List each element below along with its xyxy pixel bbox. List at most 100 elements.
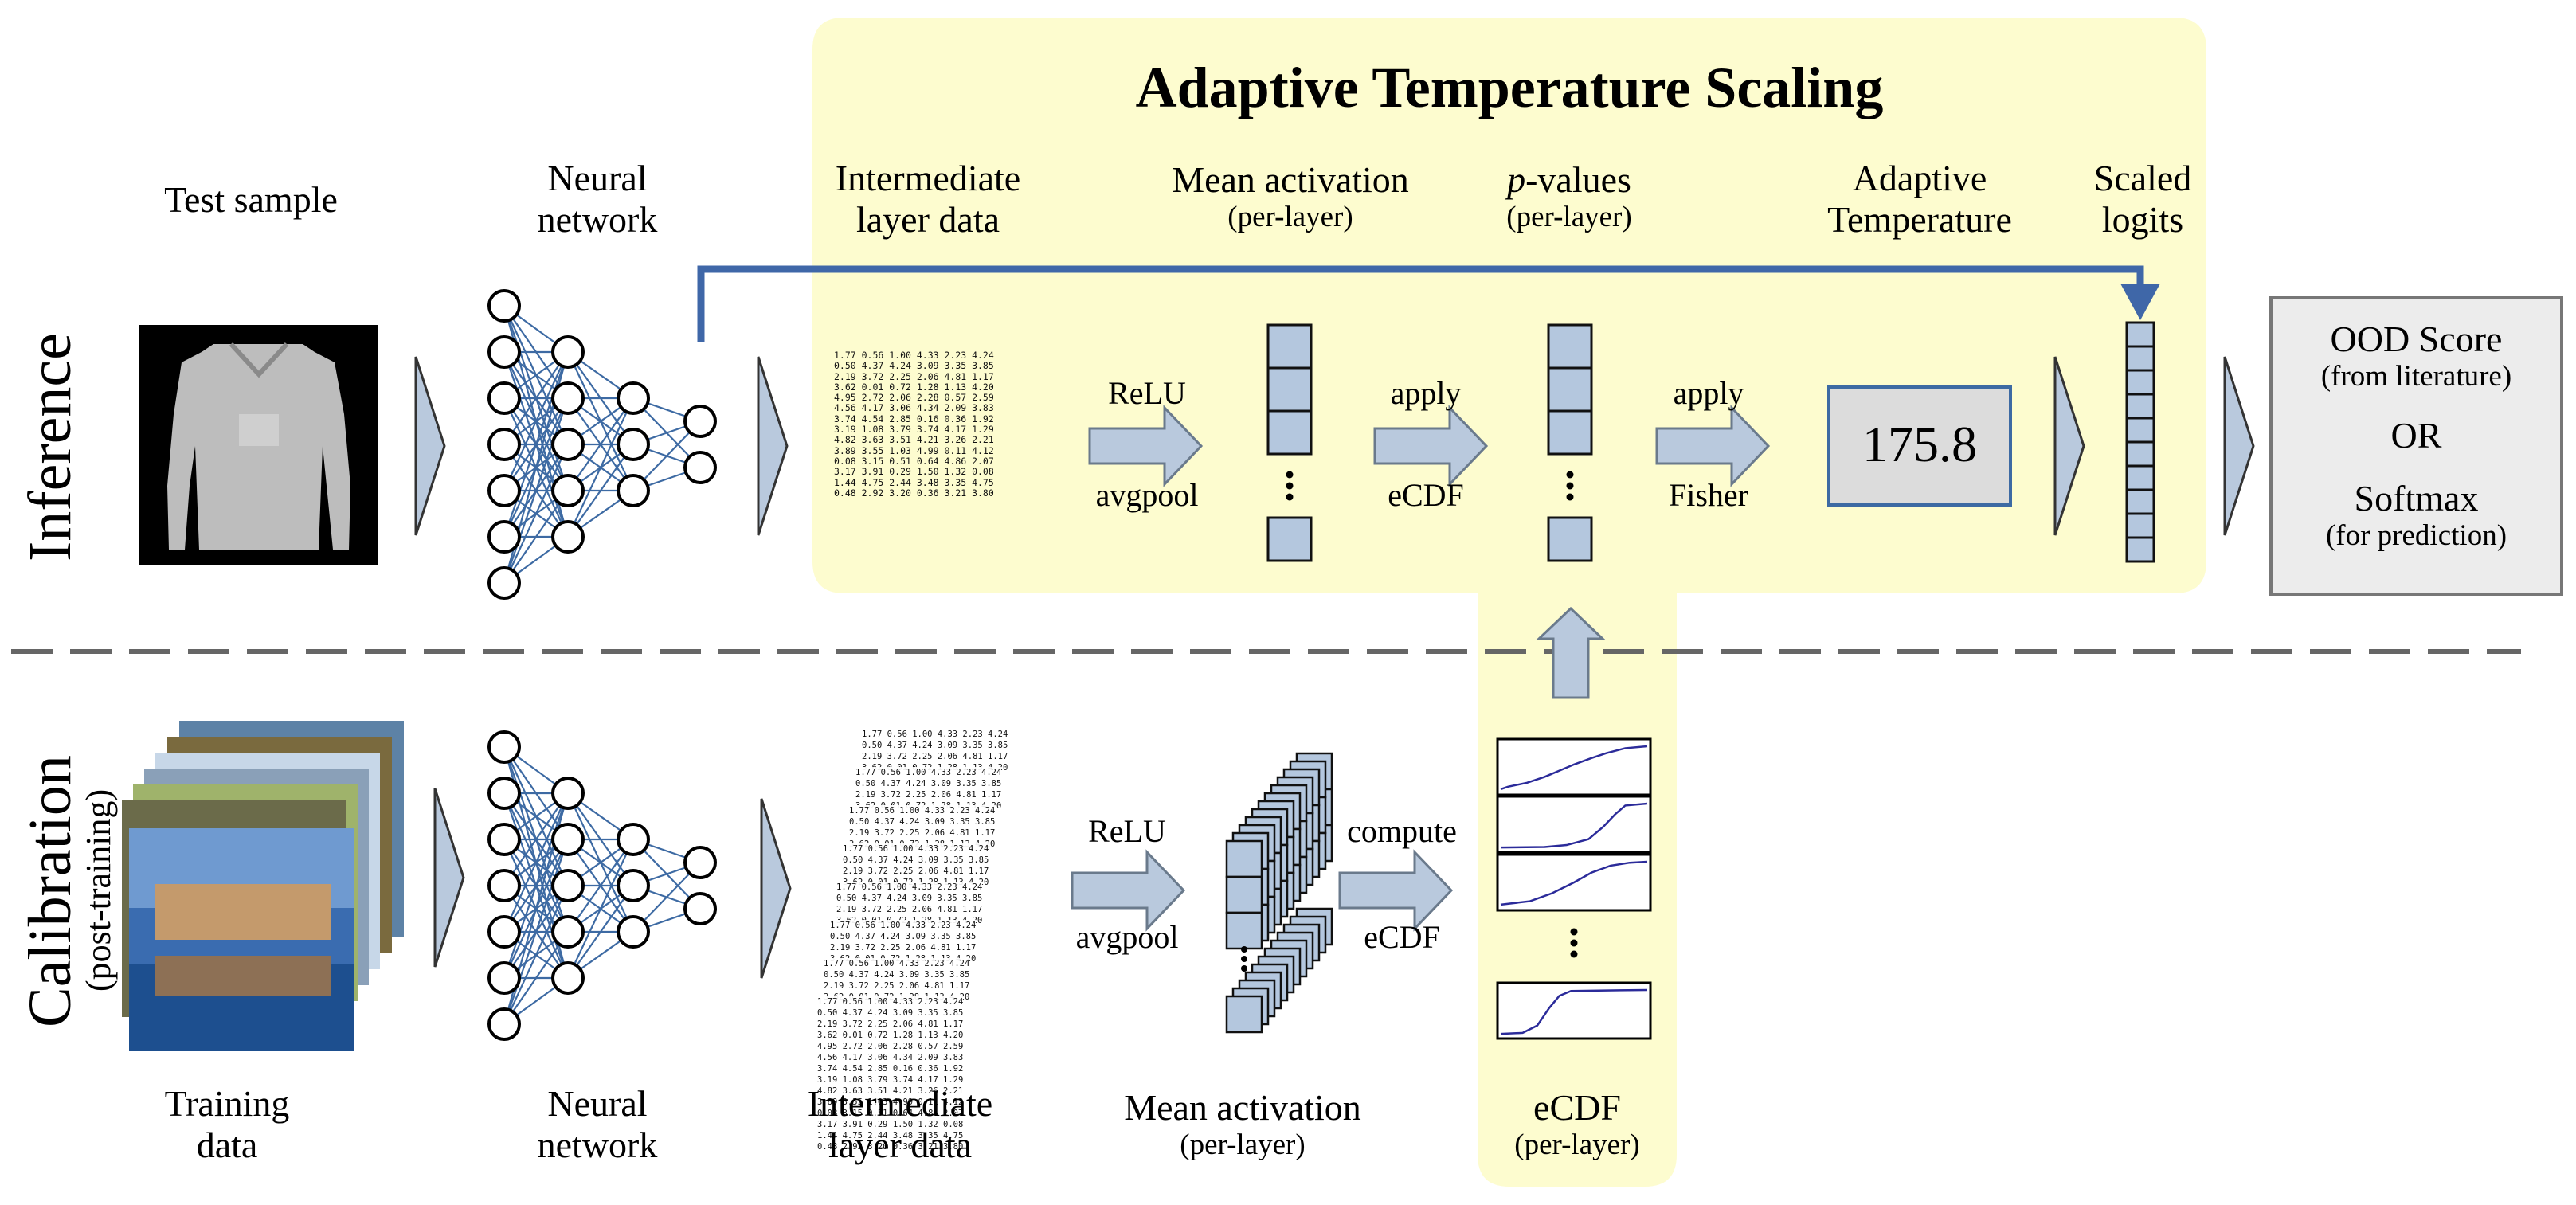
scaled-logit-cell [2125, 321, 2155, 348]
calibration-nn-label: Neural network [537, 1083, 658, 1165]
temperature-box [1827, 385, 2012, 507]
softmax-label: Softmax [2354, 478, 2479, 519]
mean-activation-vector-ellipsis-dot [1286, 493, 1294, 501]
mean-activation-vector-cell [1266, 516, 1313, 562]
calibration-nn-node [551, 823, 585, 856]
calibration-nn-edge [567, 839, 634, 933]
calibration-nn-edge [503, 839, 570, 1025]
inference-nn-node [487, 566, 521, 600]
calibration-arrow-ecdf [1338, 849, 1454, 932]
figure-title: Adaptive Temperature Scaling [1135, 56, 1884, 119]
scaled-logit-cell [2125, 488, 2155, 515]
inference-nn-edge [503, 351, 569, 491]
calibration-intermediate-label: Intermediate layer data [807, 1083, 993, 1165]
inference-intermediate-label: Intermediate layer data [835, 158, 1021, 240]
calibration-nn-node [683, 846, 717, 879]
inference-nn-edge [503, 351, 569, 445]
calibration-vector-cell [1225, 839, 1263, 878]
inference-nn-node [487, 381, 521, 415]
calibration-layer-data-matrix: 1.77 0.56 1.00 4.33 2.23 4.24 0.50 4.37 … [817, 996, 964, 1152]
ecdf-label: eCDF (per-layer) [1514, 1087, 1640, 1161]
calibration-nn-node [487, 823, 521, 856]
calibration-layer-data-matrix: 1.77 0.56 1.00 4.33 2.23 4.24 0.50 4.37 … [843, 843, 989, 888]
row-sublabel-calibration: (post-training) [79, 788, 118, 992]
ecdf-curve [1500, 745, 1648, 791]
calibration-nn-node [617, 869, 650, 902]
or-label: OR [2390, 414, 2442, 456]
calibration-vector-cell [1225, 875, 1263, 914]
calibration-vector-cell [1225, 911, 1263, 950]
calibration-chevron-2 [760, 798, 792, 979]
inference-chevron-3 [2053, 356, 2085, 536]
mean-activation-vector-cell [1266, 323, 1313, 370]
inference-nn-edge [503, 397, 570, 584]
inference-nn-node [617, 428, 650, 461]
training-data-stack [122, 721, 404, 1051]
calibration-nn-node [487, 915, 521, 949]
calibration-nn-node [487, 1007, 521, 1041]
inference-nn-edge [503, 351, 570, 538]
inference-nn-node [551, 520, 585, 554]
ats-highlight-region [812, 18, 2206, 1187]
calibration-nn-edge [567, 839, 634, 979]
inference-nn-node [617, 381, 650, 415]
inference-chevron-2 [757, 356, 789, 536]
scaled-logit-cell [2125, 464, 2155, 491]
ecdf-curve [1500, 860, 1648, 906]
inference-nn-node [487, 335, 521, 369]
inference-nn-node [487, 520, 521, 554]
mean-activation-vector-ellipsis-dot [1286, 482, 1294, 490]
inference-nn-edge [567, 444, 634, 538]
calibration-layer-data-matrix: 1.77 0.56 1.00 4.33 2.23 4.24 0.50 4.37 … [836, 882, 983, 926]
calibration-vector-ellipsis-dot [1241, 956, 1247, 962]
calibration-nn-node [551, 777, 585, 810]
inference-nn-edge [567, 397, 634, 491]
inference-op1-top: ReLU [1108, 375, 1186, 411]
inference-nn-edge [567, 397, 634, 538]
scaled-logit-cell [2125, 512, 2155, 539]
calibration-mean-activation-label: Mean activation (per-layer) [1124, 1087, 1361, 1161]
mean-activation-vector-ellipsis-dot [1286, 471, 1294, 479]
ecdf-ellipsis-dot [1570, 950, 1578, 958]
test-sample-image [139, 325, 378, 565]
calibration-nn-node [487, 869, 521, 902]
calibration-nn-node [551, 961, 585, 995]
calibration-nn-edge [503, 885, 569, 1025]
ecdf-plot-frame [1496, 981, 1652, 1040]
pvalue-vector-cell [1547, 516, 1593, 562]
adaptive-temperature-label: Adaptive Temperature [1827, 158, 2012, 240]
logits-route-arrow [697, 265, 2144, 342]
calibration-arrow-relu [1071, 849, 1186, 932]
inference-nn-label: Neural network [537, 158, 658, 240]
inference-arrow-ecdf [1373, 405, 1489, 487]
inference-nn-node [487, 289, 521, 323]
calibration-nn-node [487, 730, 521, 764]
inference-nn-node [551, 335, 585, 369]
logits-route-arrowhead [2120, 284, 2160, 320]
row-label-inference: Inference [17, 333, 84, 561]
inference-chevron-1 [414, 356, 446, 536]
output-box [2269, 296, 2563, 596]
inference-arrow-relu [1088, 405, 1204, 487]
inference-layer-data-matrix: 1.77 0.56 1.00 4.33 2.23 4.24 0.50 4.37 … [834, 350, 994, 499]
scaled-logits-label: Scaled logits [2093, 158, 2192, 240]
inference-nn-edge [503, 444, 569, 584]
row-label-calibration: Calibration [17, 755, 84, 1027]
output-box-text: OOD Score (from literature) OR Softmax (… [2271, 319, 2562, 552]
calibration-nn-edge [503, 792, 569, 886]
calibration-nn-node [551, 915, 585, 949]
inference-nn-edge [503, 490, 569, 584]
scaled-logit-cell [2125, 440, 2155, 468]
inference-nn-node [551, 474, 585, 507]
inference-nn-node [487, 474, 521, 507]
pvalue-vector-cell [1547, 366, 1593, 413]
pvalue-vector-cell [1547, 409, 1593, 456]
scaled-logit-cell [2125, 417, 2155, 444]
pvalue-vector-cell [1547, 323, 1593, 370]
inference-op3-bottom: Fisher [1669, 477, 1748, 513]
calibration-nn-edge [567, 885, 634, 979]
inference-op2-top: apply [1390, 375, 1462, 411]
calibration-op2-bottom: eCDF [1364, 919, 1440, 955]
ood-score-label: OOD Score [2330, 319, 2503, 359]
